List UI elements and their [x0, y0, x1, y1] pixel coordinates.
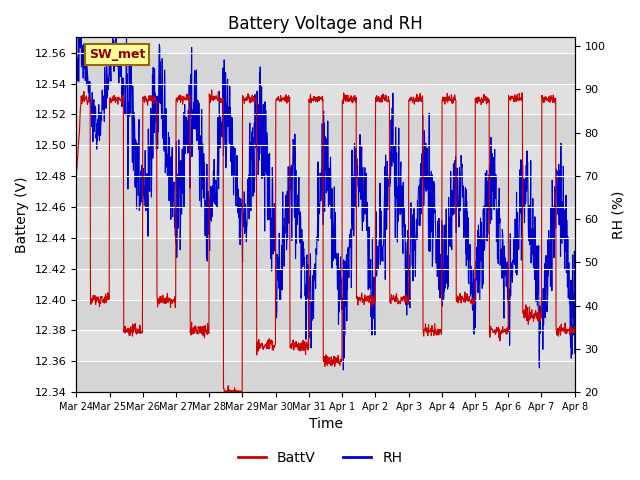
Y-axis label: RH (%): RH (%): [611, 191, 625, 239]
X-axis label: Time: Time: [308, 418, 342, 432]
Bar: [76, 53, 575, 84]
Bar: [76, 300, 575, 330]
Y-axis label: Battery (V): Battery (V): [15, 177, 29, 253]
Text: SW_met: SW_met: [89, 48, 145, 61]
Legend: BattV, RH: BattV, RH: [232, 445, 408, 471]
Bar: [76, 176, 575, 207]
Title: Battery Voltage and RH: Battery Voltage and RH: [228, 15, 423, 33]
Bar: [76, 114, 575, 145]
Bar: [76, 238, 575, 269]
Bar: [76, 361, 575, 392]
